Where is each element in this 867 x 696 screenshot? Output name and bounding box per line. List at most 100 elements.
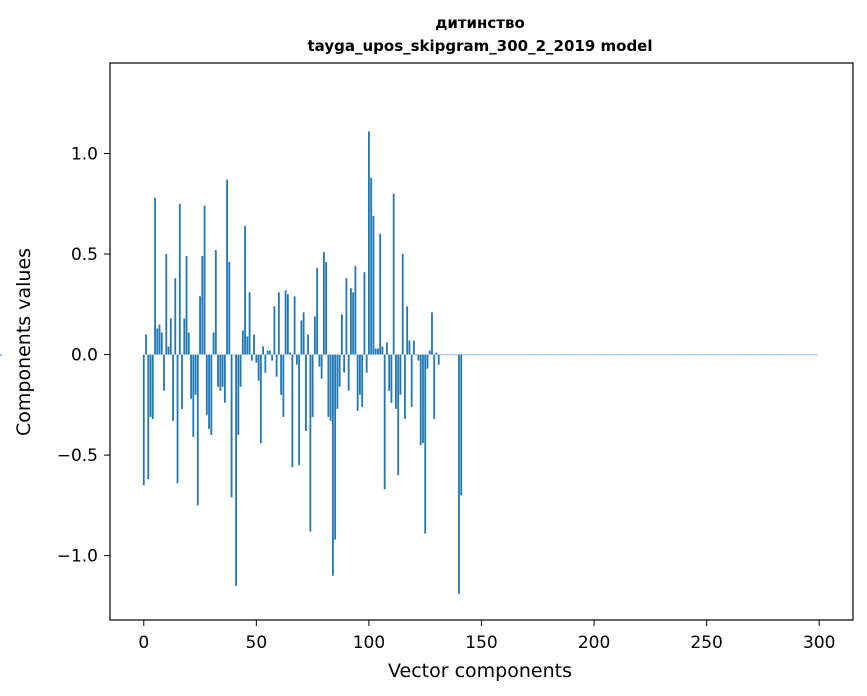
bar [410,354,413,407]
bar [419,354,422,446]
bar [568,354,571,356]
bar [521,354,523,356]
bar [291,354,294,468]
bar [795,354,798,356]
bar [545,354,548,356]
bar [196,354,199,506]
bar [730,354,733,356]
bar [307,334,310,355]
bar [235,354,237,586]
bar [352,292,355,355]
bar [620,354,622,356]
bar [318,354,321,367]
bar [451,354,454,356]
bar [703,354,706,356]
bar [536,354,539,356]
bar [341,314,343,355]
bar [597,354,600,356]
bar [381,346,384,355]
bar [473,354,476,356]
bar [595,354,598,356]
bar [732,354,735,356]
bar [793,354,796,356]
bar [782,354,785,356]
bar [444,354,447,356]
bar [705,354,708,356]
bar [496,354,499,356]
bar [372,215,375,355]
bar [471,354,474,356]
x-axis-ticks: 0 50 100 150 200 250 300 [138,620,835,653]
bar [687,354,690,356]
bar [534,354,537,356]
bar [406,306,409,355]
x-axis-label: Vector components [388,660,572,682]
bar [214,250,217,355]
bar [651,354,654,356]
bar [678,354,681,356]
bar [253,334,255,355]
bar [361,354,364,407]
bar [192,354,195,438]
bar [462,354,465,356]
bar [478,354,481,356]
bar [514,354,517,356]
bar [575,354,577,356]
bar [464,354,467,356]
bar [178,203,181,355]
x-tick-label: 250 [690,633,722,653]
y-tick-label: 0.0 [71,346,98,366]
bar [201,256,204,355]
bar [539,354,541,356]
bar [0,354,2,356]
bar [656,354,659,356]
bar [753,354,755,356]
bar [721,354,724,356]
bar [509,354,512,356]
bar [584,354,586,356]
bar [325,262,328,355]
bar [248,292,251,355]
y-axis-label: Components values [13,248,35,436]
bar [762,354,764,356]
bar [640,354,643,356]
bar [505,354,508,356]
bar [428,350,431,355]
bar [169,318,172,355]
bar [737,354,740,356]
bar [298,354,301,466]
bar [304,354,307,431]
bar [550,354,553,356]
bar [566,354,568,356]
bar [683,354,686,356]
bar [275,354,278,377]
bar [271,354,274,361]
bar [624,354,627,356]
x-tick-label: 150 [465,633,497,653]
bar [311,354,314,417]
bar [608,354,611,356]
bar [295,354,298,365]
bar [775,354,778,356]
bar [757,354,760,356]
bar [268,350,271,355]
bar [631,354,634,356]
bar [370,177,373,355]
bar [280,354,283,395]
bar [401,254,404,355]
bar [273,306,276,355]
bar [507,354,510,356]
bar [194,354,197,395]
bar [604,354,607,356]
bar [467,354,469,356]
bar [680,354,683,356]
bar [359,354,361,395]
x-tick-label: 300 [803,633,835,653]
bar [300,320,303,355]
bar [237,354,240,435]
bar [158,324,161,355]
bar [221,354,224,387]
bar [554,354,557,356]
bar [653,354,656,356]
bar [717,354,719,356]
